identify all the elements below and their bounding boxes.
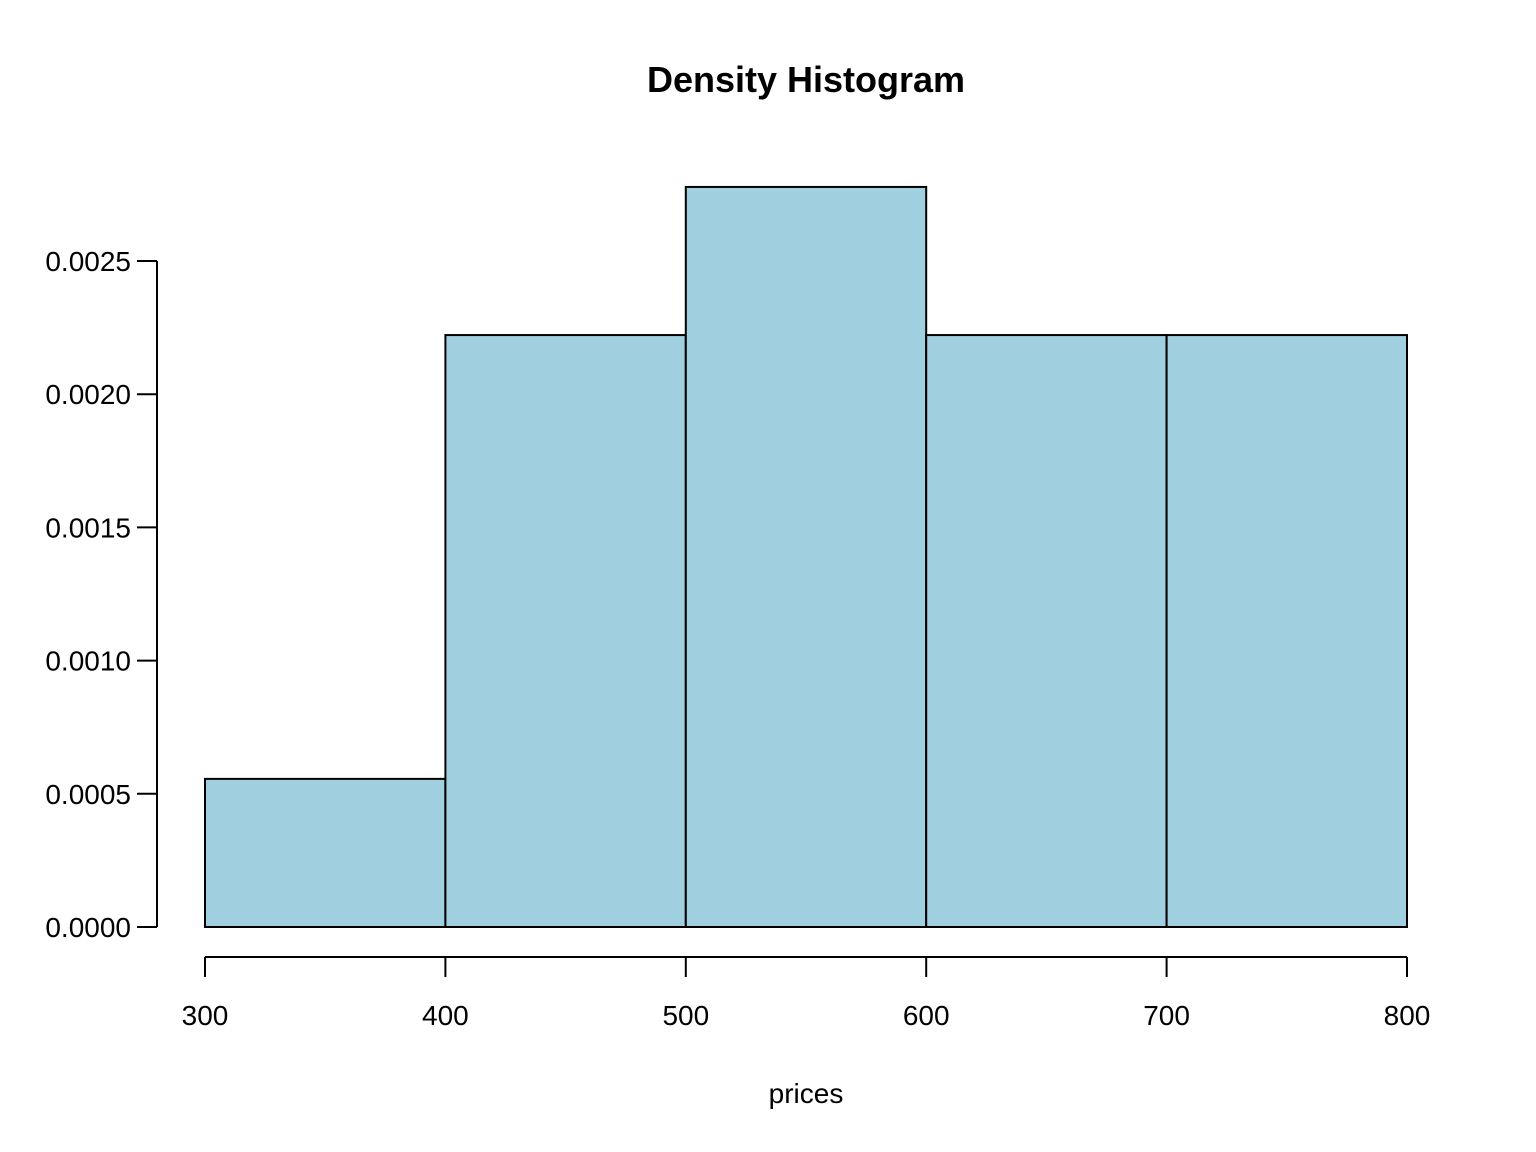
x-axis: 300 400 500 600 700 800 [182, 956, 1431, 1031]
y-tick-label: 0.0025 [45, 246, 131, 277]
histogram-bar-400-500 [444, 334, 687, 928]
y-tick-label: 0.0005 [45, 779, 131, 810]
y-tick-label: 0.0000 [45, 912, 131, 943]
x-tick-label: 500 [662, 1000, 709, 1031]
y-axis: 0.0000 0.0005 0.0010 0.0015 0.0020 0.0025 [45, 246, 158, 943]
histogram-bars [204, 185, 1408, 928]
chart-title: Density Histogram [647, 59, 965, 100]
y-tick-label: 0.0015 [45, 512, 131, 543]
x-axis-ticks: 300 400 500 600 700 800 [182, 957, 1431, 1031]
histogram-bar-600-700 [925, 334, 1168, 928]
histogram-bar-500-600 [684, 185, 928, 928]
x-tick-label: 300 [182, 1000, 229, 1031]
x-axis-label: prices [769, 1078, 844, 1109]
y-tick-label: 0.0020 [45, 379, 131, 410]
x-tick-label: 700 [1143, 1000, 1190, 1031]
x-tick-label: 800 [1384, 1000, 1431, 1031]
y-tick-label: 0.0010 [45, 646, 131, 677]
x-tick-label: 600 [903, 1000, 950, 1031]
x-tick-label: 400 [422, 1000, 469, 1031]
y-axis-ticks: 0.0000 0.0005 0.0010 0.0015 0.0020 0.0025 [45, 246, 157, 943]
histogram-bar-700-800 [1165, 334, 1408, 928]
histogram-bar-300-400 [204, 777, 447, 928]
